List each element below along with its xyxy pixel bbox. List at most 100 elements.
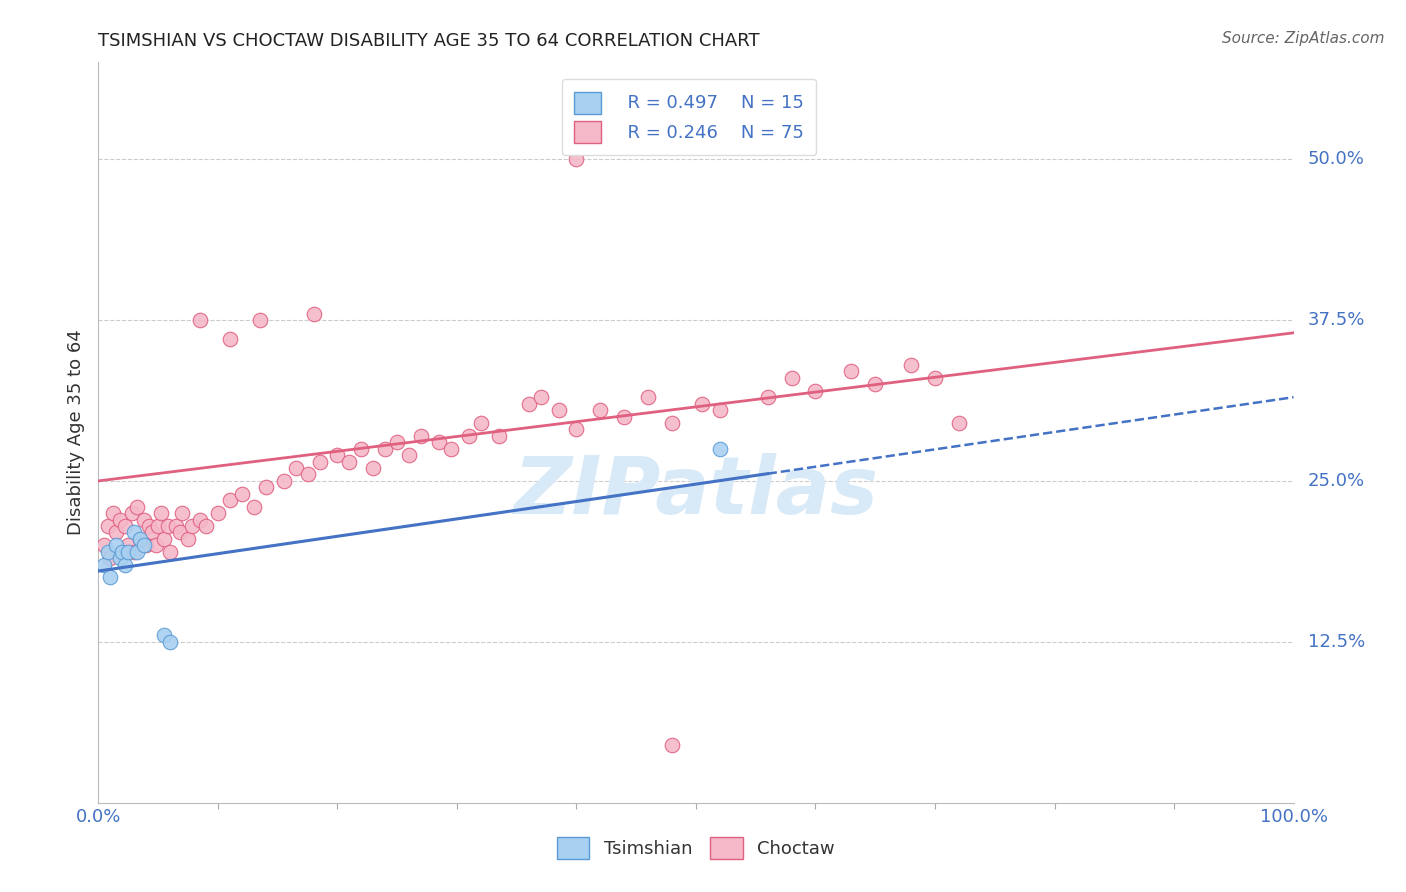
Point xyxy=(427,435,450,450)
Point xyxy=(547,403,569,417)
Point xyxy=(948,416,970,430)
Point xyxy=(97,519,120,533)
Point xyxy=(111,545,134,559)
Point xyxy=(195,519,218,533)
Point xyxy=(172,506,194,520)
Point xyxy=(98,551,122,566)
Point xyxy=(108,551,131,566)
Text: 37.5%: 37.5% xyxy=(1308,311,1365,329)
Point xyxy=(111,545,134,559)
Point xyxy=(458,429,481,443)
Point xyxy=(374,442,396,456)
Point xyxy=(108,512,131,526)
Point xyxy=(117,538,139,552)
Point xyxy=(219,493,242,508)
Point xyxy=(125,500,148,514)
Point xyxy=(132,538,155,552)
Point xyxy=(398,448,420,462)
Point xyxy=(440,442,463,456)
Point xyxy=(709,442,731,456)
Point xyxy=(149,506,172,520)
Point xyxy=(114,558,136,572)
Point xyxy=(105,538,128,552)
Point xyxy=(326,448,349,462)
Point xyxy=(219,332,242,346)
Point xyxy=(159,635,181,649)
Point xyxy=(780,371,803,385)
Point xyxy=(135,538,157,552)
Point xyxy=(249,313,271,327)
Point xyxy=(117,545,139,559)
Point xyxy=(302,306,325,320)
Point xyxy=(124,525,146,540)
Point xyxy=(165,519,187,533)
Point xyxy=(804,384,827,398)
Point xyxy=(93,558,115,572)
Point xyxy=(121,506,143,520)
Text: 25.0%: 25.0% xyxy=(1308,472,1365,490)
Point xyxy=(339,454,361,468)
Point xyxy=(129,532,152,546)
Point xyxy=(411,429,433,443)
Point xyxy=(865,377,887,392)
Point xyxy=(308,454,330,468)
Point xyxy=(756,390,779,404)
Point xyxy=(114,519,136,533)
Text: Source: ZipAtlas.com: Source: ZipAtlas.com xyxy=(1222,31,1385,46)
Point xyxy=(124,545,146,559)
Point xyxy=(589,403,612,417)
Legend: Tsimshian, Choctaw: Tsimshian, Choctaw xyxy=(548,828,844,868)
Point xyxy=(132,512,155,526)
Point xyxy=(153,628,176,642)
Point xyxy=(138,519,160,533)
Point xyxy=(105,525,128,540)
Point xyxy=(613,409,636,424)
Point xyxy=(470,416,492,430)
Point xyxy=(101,506,124,520)
Point xyxy=(243,500,266,514)
Point xyxy=(141,525,163,540)
Text: 50.0%: 50.0% xyxy=(1308,150,1365,168)
Point xyxy=(517,397,540,411)
Point xyxy=(177,532,200,546)
Point xyxy=(350,442,373,456)
Point xyxy=(159,545,181,559)
Point xyxy=(98,570,122,584)
Point xyxy=(231,487,253,501)
Point xyxy=(97,545,120,559)
Point xyxy=(153,532,176,546)
Point xyxy=(273,474,295,488)
Point xyxy=(145,538,167,552)
Point xyxy=(385,435,409,450)
Point xyxy=(661,416,683,430)
Point xyxy=(125,545,148,559)
Point xyxy=(530,390,553,404)
Y-axis label: Disability Age 35 to 64: Disability Age 35 to 64 xyxy=(66,330,84,535)
Point xyxy=(690,397,713,411)
Point xyxy=(188,512,211,526)
Text: 12.5%: 12.5% xyxy=(1308,632,1365,651)
Point xyxy=(297,467,319,482)
Point xyxy=(709,403,731,417)
Point xyxy=(565,422,588,436)
Text: TSIMSHIAN VS CHOCTAW DISABILITY AGE 35 TO 64 CORRELATION CHART: TSIMSHIAN VS CHOCTAW DISABILITY AGE 35 T… xyxy=(98,32,761,50)
Point xyxy=(924,371,946,385)
Point xyxy=(661,738,683,752)
Point xyxy=(207,506,229,520)
Point xyxy=(156,519,179,533)
Point xyxy=(180,519,202,533)
Point xyxy=(254,480,277,494)
Point xyxy=(148,519,170,533)
Point xyxy=(488,429,510,443)
Point xyxy=(284,461,307,475)
Point xyxy=(565,152,588,166)
Point xyxy=(188,313,211,327)
Point xyxy=(637,390,659,404)
Point xyxy=(841,364,863,378)
Point xyxy=(93,538,115,552)
Text: ZIPatlas: ZIPatlas xyxy=(513,453,879,531)
Point xyxy=(363,461,385,475)
Point xyxy=(169,525,191,540)
Point xyxy=(900,358,922,372)
Point xyxy=(129,532,152,546)
